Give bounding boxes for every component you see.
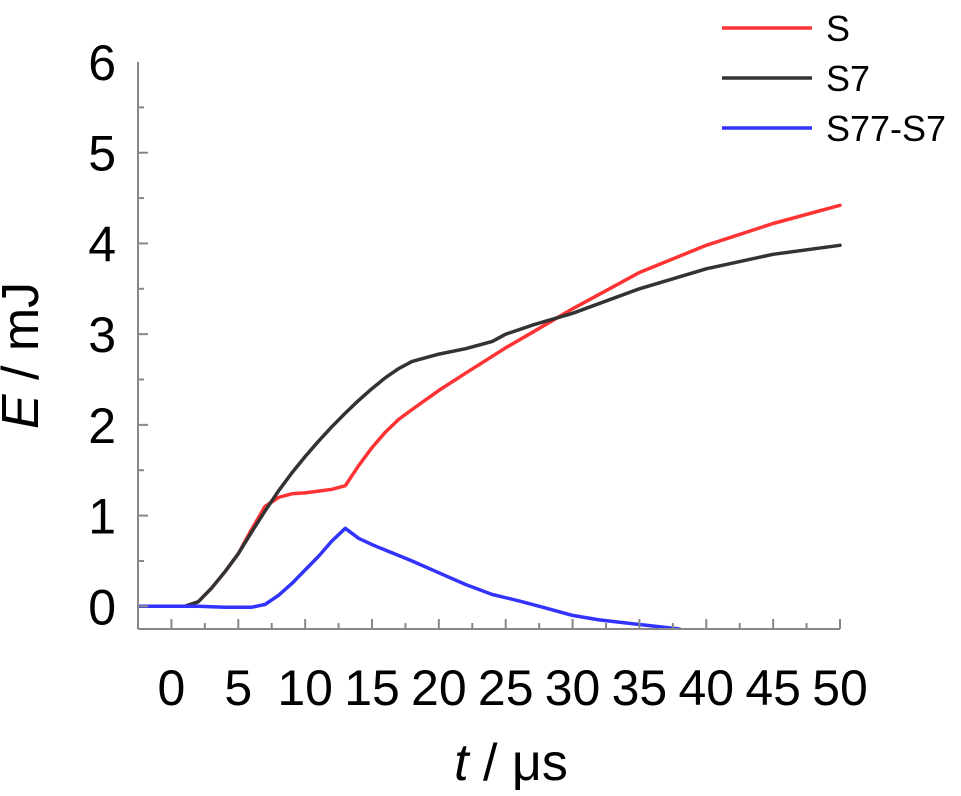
plot-area bbox=[138, 203, 842, 629]
x-tick-label: 50 bbox=[812, 660, 868, 716]
x-tick-label: 30 bbox=[545, 660, 601, 716]
y-axis-unit: / mJ bbox=[0, 282, 50, 395]
x-tick-label: 10 bbox=[277, 660, 333, 716]
y-tick-label: 3 bbox=[88, 307, 116, 363]
y-tick-label: 6 bbox=[88, 35, 116, 91]
x-axis-unit: / μs bbox=[469, 734, 568, 792]
series-line-2 bbox=[138, 526, 682, 629]
y-axis-variable: E bbox=[0, 393, 50, 429]
x-tick-label: 35 bbox=[612, 660, 668, 716]
x-tick-label: 25 bbox=[478, 660, 534, 716]
series-line-1 bbox=[138, 243, 842, 609]
x-tick-label: 15 bbox=[344, 660, 400, 716]
x-tick-label: 40 bbox=[678, 660, 734, 716]
x-tick-label: 20 bbox=[411, 660, 467, 716]
y-tick-label: 5 bbox=[88, 126, 116, 182]
y-ticks: 0 1 2 3 4 5 6 bbox=[88, 35, 148, 635]
legend-label-2: S77-S7 bbox=[826, 108, 946, 149]
x-axis-title: t / μs bbox=[454, 734, 568, 792]
x-tick-label: 0 bbox=[158, 660, 186, 716]
x-ticks: 0 5 10 15 20 25 30 35 40 45 50 bbox=[137, 619, 868, 716]
y-tick-label: 2 bbox=[88, 398, 116, 454]
legend: S S7 S77-S7 bbox=[722, 8, 946, 149]
y-axis-title: E / mJ bbox=[0, 282, 50, 429]
legend-label-0: S bbox=[826, 8, 850, 49]
x-axis-variable: t bbox=[454, 734, 471, 792]
x-tick-label: 5 bbox=[224, 660, 252, 716]
x-tick-label: 45 bbox=[745, 660, 801, 716]
legend-label-1: S7 bbox=[826, 58, 870, 99]
y-tick-label: 0 bbox=[88, 579, 116, 635]
y-tick-label: 4 bbox=[88, 216, 116, 272]
y-tick-label: 1 bbox=[88, 489, 116, 545]
